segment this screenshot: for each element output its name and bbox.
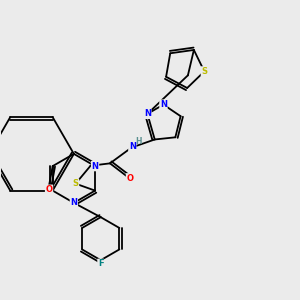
Text: S: S [201, 67, 207, 76]
Text: N: N [92, 162, 99, 171]
Text: S: S [73, 179, 79, 188]
Text: N: N [70, 198, 77, 207]
Text: O: O [127, 174, 134, 183]
Text: N: N [129, 142, 136, 152]
Text: H: H [136, 137, 142, 146]
Text: N: N [144, 110, 151, 118]
Text: F: F [98, 259, 103, 268]
Text: O: O [46, 185, 52, 194]
Text: N: N [160, 100, 167, 109]
